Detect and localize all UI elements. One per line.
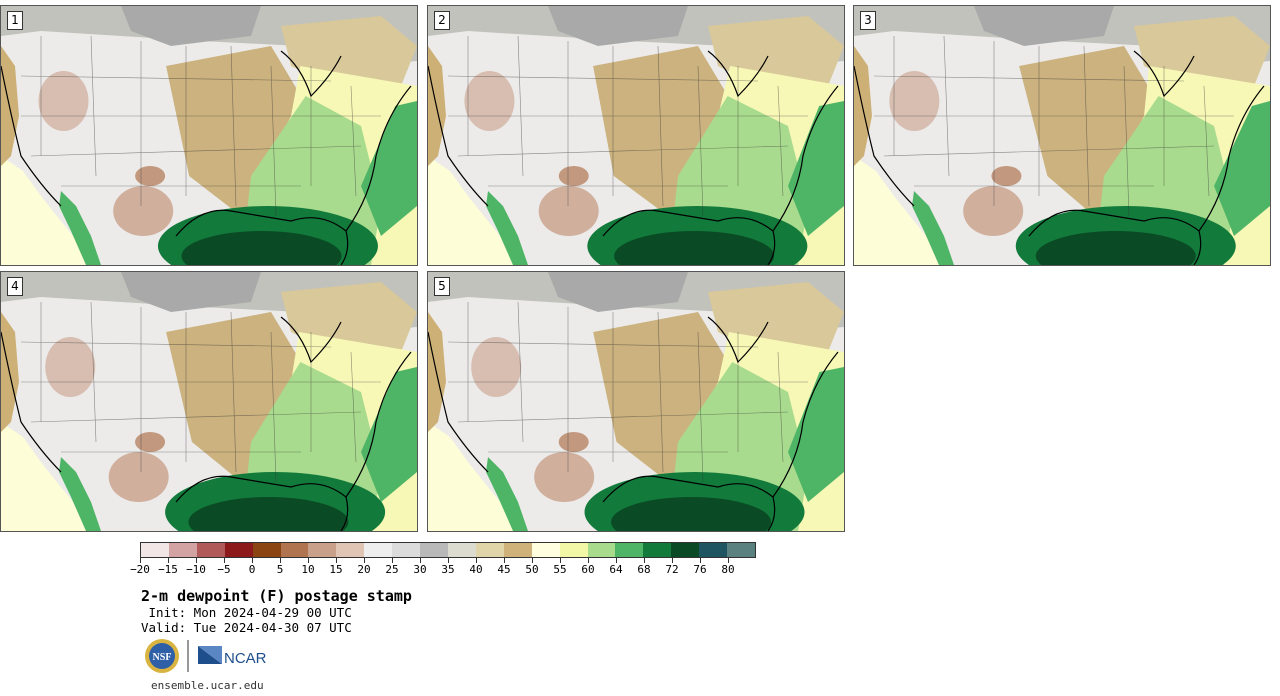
colorbar-tick [504,558,505,563]
colorbar-tick [252,558,253,563]
colorbar-tick-label: 80 [721,563,735,576]
dewpoint-map [854,6,1270,265]
panel-number-label: 3 [860,11,876,30]
colorbar-tick [196,558,197,563]
ncar-logo-text: NCAR [224,650,267,667]
colorbar-tick-label: −20 [130,563,150,576]
colorbar-segment [252,543,281,557]
colorbar-tick-label: 55 [553,563,567,576]
colorbar-tick [476,558,477,563]
colorbar-tick-label: 45 [497,563,511,576]
colorbar-tick-label: −10 [186,563,206,576]
colorbar-segment [559,543,588,557]
colorbar-segment [503,543,532,557]
colorbar-tick [140,558,141,563]
colorbar-ticks [140,558,756,564]
colorbar-segment [447,543,476,557]
colorbar-segment [587,543,616,557]
panel-number-label: 1 [7,11,23,30]
colorbar-tick [392,558,393,563]
colorbar-tick-label: 40 [469,563,483,576]
colorbar-tick-label: 50 [525,563,539,576]
colorbar-tick [700,558,701,563]
valid-time: Valid: Tue 2024-04-30 07 UTC [141,620,352,635]
colorbar-segment [643,543,672,557]
colorbar-tick-label: −15 [158,563,178,576]
colorbar-tick-label: 72 [665,563,679,576]
panel-number-label: 5 [434,277,450,296]
map-panel-1: 1 [0,5,418,266]
logos: NSF NCAR [145,638,285,674]
map-panel-4: 4 [0,271,418,532]
map-panel-3: 3 [853,5,1271,266]
init-time: Init: Mon 2024-04-29 00 UTC [141,605,352,620]
colorbar-segment [364,543,393,557]
dewpoint-map [428,6,844,265]
map-panel-2: 2 [427,5,845,266]
colorbar-tick [168,558,169,563]
colorbar-tick-label: 25 [385,563,399,576]
colorbar-segment [196,543,225,557]
colorbar-tick [364,558,365,563]
colorbar-segment [392,543,421,557]
colorbar-segment [531,543,560,557]
colorbar-segment [475,543,504,557]
colorbar-tick [672,558,673,563]
colorbar-segment [615,543,644,557]
colorbar-segment [727,543,755,557]
colorbar-tick-label: −5 [217,563,231,576]
colorbar-tick [420,558,421,563]
colorbar-tick [224,558,225,563]
colorbar-tick-label: 60 [581,563,595,576]
dewpoint-map [1,6,417,265]
colorbar-tick-label: 0 [248,563,256,576]
colorbar-segment [671,543,700,557]
map-panel-5: 5 [427,271,845,532]
colorbar-tick-label: 68 [637,563,651,576]
colorbar-segment [280,543,309,557]
colorbar-tick-label: 64 [609,563,623,576]
colorbar-segment [336,543,365,557]
nsf-logo-icon: NSF [145,639,179,673]
colorbar-segment [168,543,197,557]
colorbar-tick-label: 15 [329,563,343,576]
nsf-logo-text: NSF [153,652,172,663]
colorbar-tick [280,558,281,563]
dewpoint-map [428,272,844,531]
colorbar-segment [420,543,448,557]
colorbar-tick [728,558,729,563]
panel-number-label: 2 [434,11,450,30]
colorbar-segment [699,543,728,557]
colorbar-tick [644,558,645,563]
colorbar-tick-label: 35 [441,563,455,576]
panel-number-label: 4 [7,277,23,296]
colorbar [140,542,756,558]
colorbar-tick-label: 10 [301,563,315,576]
colorbar-tick [308,558,309,563]
colorbar-segment [224,543,253,557]
colorbar-segment [308,543,337,557]
colorbar-tick-label: 30 [413,563,427,576]
colorbar-tick [448,558,449,563]
footer-url: ensemble.ucar.edu [151,679,264,692]
colorbar-tick-labels: −20 −15 −10 −5 0 5 10 15 20 25 30 35 40 45 50 55 60 64 68 7… [130,563,756,577]
colorbar-tick [616,558,617,563]
colorbar-tick-label: 76 [693,563,707,576]
colorbar-tick [532,558,533,563]
dewpoint-map [1,272,417,531]
colorbar-tick-label: 5 [276,563,284,576]
colorbar-tick [588,558,589,563]
ncar-logo-icon: NCAR [198,646,267,667]
colorbar-tick-label: 20 [357,563,371,576]
colorbar-tick [336,558,337,563]
colorbar-tick [560,558,561,563]
chart-title: 2-m dewpoint (F) postage stamp [141,587,412,605]
colorbar-segment [141,543,169,557]
